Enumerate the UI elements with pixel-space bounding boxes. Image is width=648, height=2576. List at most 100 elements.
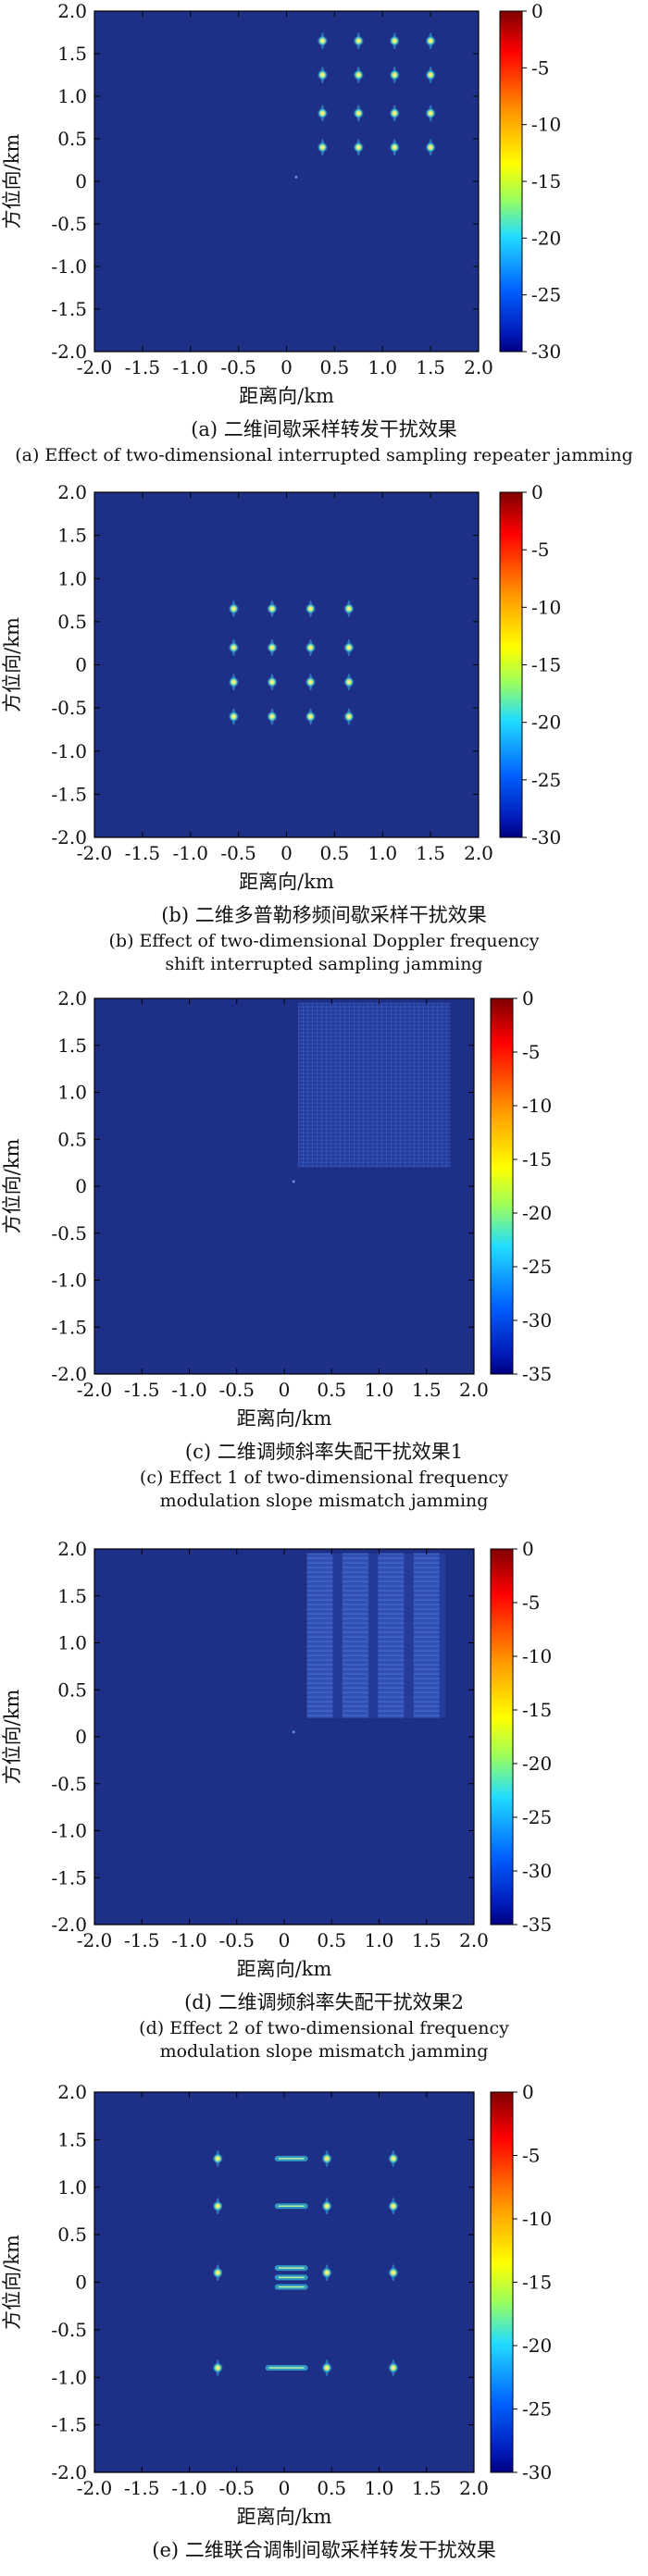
y-tick-label: 0 [75,2272,87,2294]
y-tick-label: -1.5 [51,298,87,320]
x-tick-label: 0.5 [319,356,349,378]
caption-english: modulation slope mismatch jamming [159,2041,489,2062]
false-target-point [228,676,240,688]
y-tick-label: -1.5 [51,1316,87,1338]
x-tick-label: 2.0 [464,356,493,378]
x-tick-label: 0.5 [317,1929,346,1951]
colorbar-tick-label: 0 [531,481,543,503]
colorbar-tick-label: -20 [522,1202,552,1224]
colorbar-tick-label: -5 [531,56,549,79]
colorbar [490,997,514,1375]
x-tick-label: 2.0 [459,1929,489,1951]
y-tick-label: 1.5 [57,43,87,65]
y-tick-label: 0 [75,1175,87,1197]
y-tick-label: 1.5 [57,2128,87,2150]
jamming-marks [292,1002,451,1183]
colorbar-tick-label: -35 [522,1913,552,1936]
colorbar-tick-label: -15 [531,654,561,676]
false-target-point [343,711,355,723]
x-tick-label: 2.0 [459,1379,489,1401]
x-tick-label: -0.5 [218,1929,255,1951]
x-tick-label: -0.5 [220,356,256,378]
true-target-point [292,1730,295,1734]
y-tick-label: -0.5 [51,2319,87,2341]
false-target-point [317,35,329,47]
y-tick-label: 2.0 [57,2081,87,2103]
x-axis-label: 距离向/km [239,871,334,893]
y-tick-label: -1.5 [51,2414,87,2436]
chart-panel: -2.0 -1.5 -1.0 -0.5 0 0.5 1.0 1.5 2.0 2.0 1.5 1.0 0.… [0,0,648,481]
jamming-marks [292,1553,446,1734]
false-target-point [266,676,278,688]
true-target-point [292,1180,295,1183]
x-tick-label: -1.5 [125,842,161,864]
x-axis-label: 距离向/km [237,2506,332,2528]
false-target-point [353,69,365,80]
x-tick-label: 1.5 [416,356,445,378]
x-tick-label: 0 [279,1379,291,1401]
false-target-point [353,107,365,119]
false-target-point [389,35,401,47]
false-target-point [212,2200,224,2212]
heatmap-chart: -2.0 -1.5 -1.0 -0.5 0 0.5 1.0 1.5 2.0 2.0 1.5 1.0 0.… [1,2081,552,2528]
colorbar-tick-label: -25 [531,769,561,791]
colorbar [490,1548,514,1926]
false-target-point [387,2200,399,2212]
x-tick-label: 0.5 [317,2477,346,2499]
false-target-point [387,2152,399,2164]
false-target-point [321,2200,333,2212]
x-tick-label: -1.5 [124,1929,160,1951]
false-target-point [305,641,317,653]
false-target-point [212,2361,224,2373]
colorbar-tick-label: 0 [531,0,543,22]
false-target-point [228,711,240,723]
colorbar-tick-label: -25 [522,1806,552,1828]
x-tick-label: 0 [280,842,293,864]
colorbar-tick-label: -25 [531,284,561,306]
colorbar-tick-label: -30 [531,341,561,363]
y-tick-label: 1.0 [57,85,87,107]
colorbar-tick-label: 0 [522,987,534,1009]
false-target-point [425,69,437,80]
colorbar-tick-label: -30 [522,1309,552,1331]
x-tick-label: -2.0 [77,1379,113,1401]
false-target-point [343,641,355,653]
colorbar-tick-label: -10 [522,1645,552,1667]
false-target-point [266,711,278,723]
false-target-point [425,107,437,119]
colorbar-tick-label: -5 [522,1041,540,1063]
y-tick-label: 0 [75,654,87,676]
x-tick-label: 1.0 [368,842,397,864]
colorbar [490,2091,514,2473]
colorbar [499,10,523,353]
false-target-point [266,641,278,653]
y-tick-label: 1.0 [57,1632,87,1654]
colorbar-tick-label: -10 [522,1095,552,1117]
false-target-point [387,2267,399,2279]
chart-panel: -2.0 -1.5 -1.0 -0.5 0 0.5 1.0 1.5 2.0 2.0 1.5 1.0 0.… [0,1536,648,2079]
caption-english: modulation slope mismatch jamming [159,1491,489,1511]
x-tick-label: -2.0 [77,356,113,378]
false-target-point [389,69,401,80]
false-target-point [425,35,437,47]
y-tick-label: 2.0 [57,481,87,503]
jamming-marks [294,32,437,179]
false-target-point [212,2152,224,2164]
false-target-point [321,2267,333,2279]
x-tick-label: -1.0 [172,842,208,864]
x-tick-label: 1.0 [365,1929,394,1951]
false-target-point [317,107,329,119]
y-tick-label: -2.0 [51,2461,87,2483]
x-tick-label: -2.0 [77,1929,113,1951]
caption-chinese: (c) 二维调频斜率失配干扰效果1 [184,1441,464,1463]
colorbar-tick-label: -25 [522,2398,552,2421]
false-target-point [212,2267,224,2279]
x-tick-label: 0.5 [317,1379,346,1401]
colorbar-tick-label: -15 [522,1148,552,1170]
false-target-point [228,641,240,653]
heatmap-chart: -2.0 -1.5 -1.0 -0.5 0 0.5 1.0 1.5 2.0 2.0 1.5 1.0 0.… [1,0,561,407]
y-tick-label: 0.5 [57,611,87,633]
caption-chinese: (e) 二维联合调制间歇采样转发干扰效果 [152,2539,496,2561]
false-target-point [317,69,329,80]
y-tick-label: -1.5 [51,783,87,805]
